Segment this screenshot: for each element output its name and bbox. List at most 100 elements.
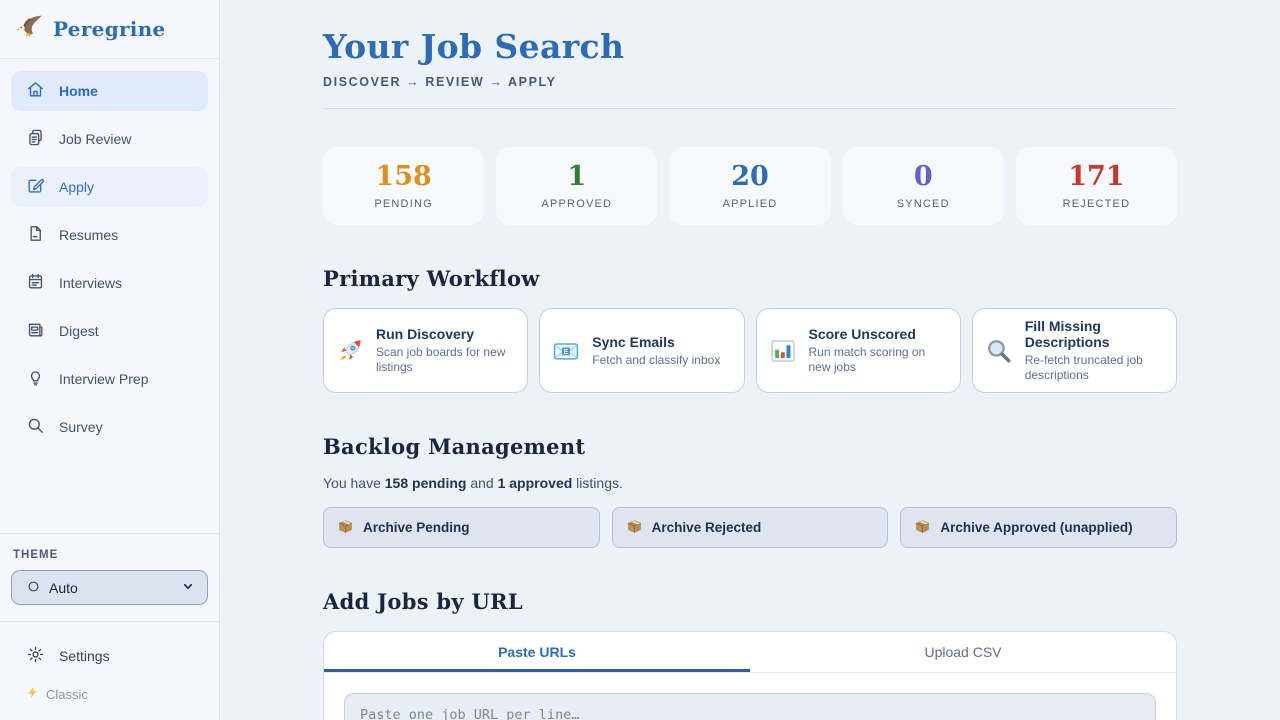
sidebar-item-home[interactable]: Home xyxy=(11,71,208,111)
magnifier-icon xyxy=(985,337,1013,365)
stats-row: 158 PENDING 1 APPROVED 20 APPLIED 0 SYNC… xyxy=(323,147,1178,226)
lightbulb-icon xyxy=(26,368,45,390)
theme-select[interactable]: Auto xyxy=(11,570,208,605)
workflow-row: Run Discovery Scan job boards for new li… xyxy=(323,308,1177,394)
eagle-icon xyxy=(16,14,43,44)
email-icon: E xyxy=(552,337,580,365)
sidebar-item-label: Interviews xyxy=(59,275,123,291)
workflow-title: Fill Missing Descriptions xyxy=(1024,318,1110,351)
archive-pending-button[interactable]: Archive Pending xyxy=(323,507,600,549)
archive-rejected-button[interactable]: Archive Rejected xyxy=(611,507,889,549)
sidebar-item-label: Settings xyxy=(59,648,110,664)
stat-card-applied: 20 APPLIED xyxy=(669,147,831,226)
chevron-down-icon xyxy=(180,578,196,597)
sidebar-item-job-review[interactable]: Job Review xyxy=(11,119,208,159)
stat-label: REJECTED xyxy=(1062,198,1131,211)
sidebar-item-classic[interactable]: Classic xyxy=(11,678,208,720)
stat-card-rejected: 171 REJECTED xyxy=(1015,147,1178,226)
main-content: Your Job Search DISCOVER → REVIEW → APPL… xyxy=(220,0,1280,720)
stat-value: 0 xyxy=(913,161,933,193)
header-divider xyxy=(323,108,1177,110)
breadcrumb: DISCOVER → REVIEW → APPLY xyxy=(323,75,557,90)
stat-value: 171 xyxy=(1068,161,1125,193)
approved-count: 1 approved xyxy=(497,475,573,492)
sidebar-item-survey[interactable]: Survey xyxy=(11,407,208,447)
workflow-subtitle: Fetch and classify inbox xyxy=(592,352,721,367)
tab-paste-urls[interactable]: Paste URLs xyxy=(324,632,750,673)
page-title: Your Job Search xyxy=(323,27,625,66)
settings-block: Settings Classic xyxy=(0,621,219,720)
theme-label: THEME xyxy=(13,549,59,561)
package-icon xyxy=(626,518,643,538)
sidebar-item-settings[interactable]: Settings xyxy=(11,636,208,676)
gear-icon xyxy=(26,645,45,667)
home-icon xyxy=(26,80,45,102)
stat-value: 158 xyxy=(375,161,432,193)
file-icon xyxy=(26,224,45,246)
sidebar-item-label: Survey xyxy=(59,419,103,435)
search-icon xyxy=(26,416,45,438)
stat-value: 1 xyxy=(567,161,587,193)
backlog-summary: You have 158 pending and 1 approved list… xyxy=(323,475,623,492)
newspaper-icon xyxy=(26,320,45,342)
sync-emails-button[interactable]: E Sync Emails Fetch and classify inbox xyxy=(539,308,745,394)
backlog-heading: Backlog Management xyxy=(323,434,586,460)
sidebar-item-apply[interactable]: Apply xyxy=(11,167,208,207)
sidebar-item-label: Home xyxy=(59,83,98,99)
score-unscored-button[interactable]: Score Unscored Run match scoring on new … xyxy=(755,308,961,394)
theme-block: THEME Auto xyxy=(0,533,219,621)
sidebar-item-interviews[interactable]: Interviews xyxy=(11,263,208,303)
theme-selected-value: Auto xyxy=(49,579,78,596)
classic-label: Classic xyxy=(46,686,88,702)
archive-row: Archive Pending Archive Rejected xyxy=(323,507,1178,549)
stat-card-pending: 158 PENDING xyxy=(323,147,485,226)
clipboard-icon xyxy=(26,128,45,150)
workflow-title: Score Unscored xyxy=(808,326,916,343)
stat-label: SYNCED xyxy=(896,198,950,211)
sidebar-item-label: Job Review xyxy=(59,131,132,147)
sidebar: Peregrine Home Job Review xyxy=(0,0,220,720)
svg-text:E: E xyxy=(564,347,569,356)
workflow-title: Run Discovery xyxy=(376,326,475,343)
sidebar-item-resumes[interactable]: Resumes xyxy=(11,215,208,255)
tab-upload-csv[interactable]: Upload CSV xyxy=(924,644,1002,661)
workflow-subtitle: Run match scoring on new jobs xyxy=(808,345,926,375)
workflow-subtitle: Re-fetch truncated job descriptions xyxy=(1024,353,1143,383)
sidebar-item-label: Digest xyxy=(59,323,99,339)
edit-icon xyxy=(26,176,45,198)
stat-card-synced: 0 SYNCED xyxy=(842,147,1004,226)
sidebar-item-label: Resumes xyxy=(59,227,119,243)
stat-label: APPROVED xyxy=(541,198,613,211)
add-jobs-heading: Add Jobs by URL xyxy=(323,589,523,615)
stat-label: PENDING xyxy=(374,198,433,211)
archive-button-label: Archive Approved (unapplied) xyxy=(940,520,1133,536)
archive-button-label: Archive Rejected xyxy=(651,520,762,536)
sidebar-item-label: Apply xyxy=(59,179,95,195)
calendar-icon xyxy=(26,272,45,294)
fill-missing-descriptions-button[interactable]: Fill Missing Descriptions Re-fetch trunc… xyxy=(971,308,1177,394)
pending-count: 158 pending xyxy=(384,475,467,492)
paste-urls-textarea[interactable] xyxy=(344,693,1156,720)
sidebar-item-label: Interview Prep xyxy=(59,371,149,387)
sidebar-bottom: THEME Auto xyxy=(0,533,219,720)
circle-icon xyxy=(26,579,41,597)
archive-approved-unapplied-button[interactable]: Archive Approved (unapplied) xyxy=(900,507,1178,549)
lightning-icon xyxy=(26,686,39,702)
bar-chart-icon xyxy=(769,337,797,365)
stat-card-approved: 1 APPROVED xyxy=(496,147,658,226)
add-jobs-card: Paste URLs Upload CSV xyxy=(323,631,1177,720)
sidebar-item-interview-prep[interactable]: Interview Prep xyxy=(11,359,208,399)
archive-button-label: Archive Pending xyxy=(363,520,470,536)
app-logo: Peregrine xyxy=(0,0,219,59)
run-discovery-button[interactable]: Run Discovery Scan job boards for new li… xyxy=(323,308,529,394)
rocket-icon xyxy=(336,337,364,365)
sidebar-nav: Home Job Review Apply xyxy=(0,59,219,455)
app-title: Peregrine xyxy=(53,17,166,41)
stat-value: 20 xyxy=(731,161,769,193)
package-icon xyxy=(337,518,354,538)
package-icon xyxy=(914,518,931,538)
workflow-title: Sync Emails xyxy=(592,333,675,350)
stat-label: APPLIED xyxy=(722,198,778,211)
primary-workflow-heading: Primary Workflow xyxy=(323,266,540,292)
sidebar-item-digest[interactable]: Digest xyxy=(11,311,208,351)
